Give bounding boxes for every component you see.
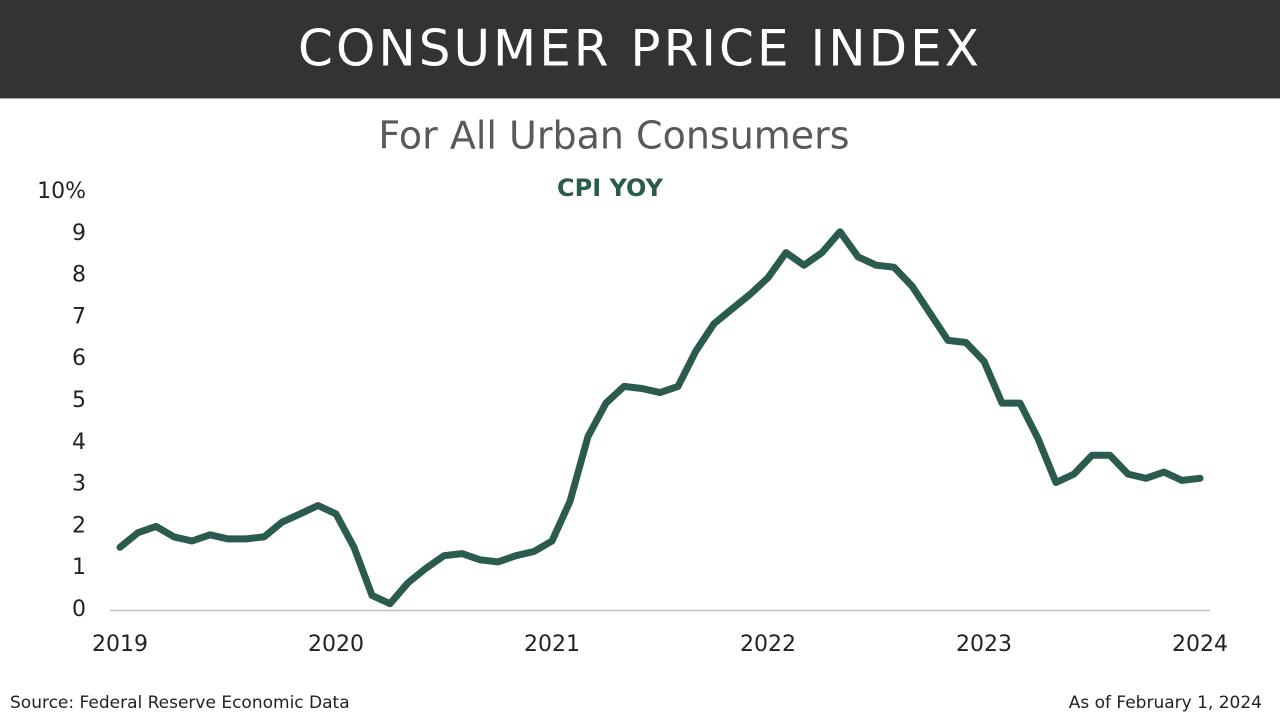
chart-title: CONSUMER PRICE INDEX bbox=[298, 20, 982, 78]
x-tick-label: 2021 bbox=[524, 632, 580, 657]
y-tick-label: 1 bbox=[72, 555, 86, 580]
x-tick-label: 2019 bbox=[92, 632, 148, 657]
header-bar bbox=[0, 0, 1280, 98]
y-tick-label: 3 bbox=[72, 472, 86, 497]
y-tick-label: 8 bbox=[72, 263, 86, 288]
chart-subtitle: For All Urban Consumers bbox=[378, 114, 849, 158]
y-tick-label: 6 bbox=[72, 346, 86, 371]
y-tick-label: 4 bbox=[72, 430, 86, 455]
source-note: Source: Federal Reserve Economic Data bbox=[10, 693, 350, 713]
x-tick-label: 2022 bbox=[740, 632, 796, 657]
x-tick-label: 2023 bbox=[956, 632, 1012, 657]
x-tick-label: 2024 bbox=[1172, 632, 1228, 657]
y-tick-label: 0 bbox=[72, 597, 86, 622]
date-note: As of February 1, 2024 bbox=[1069, 693, 1262, 713]
y-tick-label: 9 bbox=[72, 221, 86, 246]
x-tick-label: 2020 bbox=[308, 632, 364, 657]
y-tick-label: 2 bbox=[72, 513, 86, 538]
series-line bbox=[116, 228, 1204, 608]
y-tick-label: 7 bbox=[72, 304, 86, 329]
y-tick-label: 5 bbox=[72, 388, 86, 413]
y-tick-label: 10% bbox=[37, 179, 86, 204]
series-label: CPI YOY bbox=[557, 174, 664, 202]
